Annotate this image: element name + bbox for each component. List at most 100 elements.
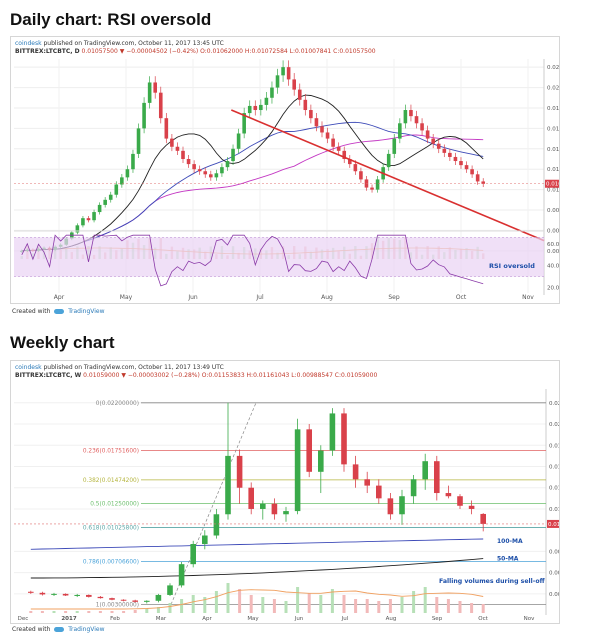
tradingview-cloud-icon <box>54 309 65 314</box>
daily-candle-body <box>353 164 358 172</box>
weekly-chart-svg[interactable]: 0.02200000 0.02000000 0.01800000 0.01600000… <box>11 361 559 623</box>
daily-candle-body <box>475 174 480 182</box>
weekly-price-tick: 0.01600000 <box>549 464 559 470</box>
daily-candle-body <box>297 89 302 100</box>
daily-price-tick: 0.00800000 <box>547 208 559 214</box>
weekly-volume-bar <box>110 611 114 613</box>
falling-volumes-annotation: Falling volumes during sell-off <box>439 578 546 585</box>
weekly-tradingview-link[interactable]: TradingView <box>68 626 105 633</box>
daily-candle-body <box>131 153 135 170</box>
weekly-volume-bar <box>284 601 288 613</box>
weekly-candle-body <box>329 413 336 451</box>
weekly-candle-body <box>341 413 347 465</box>
weekly-volume-bar <box>296 587 300 613</box>
fib-level-label: 0.236(0.01751600) <box>83 448 139 454</box>
daily-candle-body <box>347 159 352 165</box>
weekly-volume-bar <box>400 597 404 613</box>
weekly-month-tick: Feb <box>110 616 120 622</box>
weekly-volume-bar <box>180 599 184 613</box>
ma-50-label: 50-MA <box>497 556 519 563</box>
daily-candle-body <box>309 110 313 119</box>
daily-candle-body <box>209 174 213 178</box>
weekly-candle-body <box>410 479 417 497</box>
coindesk-link[interactable]: coindesk <box>15 364 42 371</box>
weekly-volume-bar <box>458 601 462 613</box>
daily-price-tick: 0.01200000 <box>547 167 559 173</box>
daily-candle-body <box>136 128 141 154</box>
tradingview-cloud-icon <box>54 627 65 632</box>
daily-candle-body <box>236 133 241 149</box>
daily-price-tick: 0.02200000 <box>547 65 559 71</box>
weekly-current-price-label: 0.01059000 <box>548 522 559 528</box>
weekly-candle-body <box>213 514 220 536</box>
weekly-volume-bar <box>481 604 485 613</box>
daily-candle-body <box>336 146 341 151</box>
daily-price-tick: 0.01600000 <box>547 126 559 132</box>
weekly-volume-bar <box>87 611 91 613</box>
daily-ma-50 <box>21 94 484 252</box>
daily-candle-body <box>103 199 107 205</box>
daily-candle-body <box>242 113 246 134</box>
weekly-volume-bar <box>98 611 102 613</box>
daily-chart-svg[interactable]: 0.02200000 0.02000000 0.01800000 0.01600000… <box>11 37 559 303</box>
weekly-volume-bar <box>64 611 68 613</box>
daily-candle-body <box>75 225 80 233</box>
weekly-candle-body <box>167 585 173 595</box>
daily-candle-body <box>170 138 174 147</box>
weekly-volume-bar <box>214 591 218 613</box>
weekly-candle-body <box>62 593 69 596</box>
daily-candle-body <box>120 177 124 185</box>
weekly-volume-bar <box>377 601 381 613</box>
weekly-volume-bar <box>191 595 195 613</box>
daily-price-tick: 0.01800000 <box>547 106 559 112</box>
daily-candle-body <box>203 171 208 175</box>
weekly-volume-bar <box>354 599 358 613</box>
weekly-volume-bar <box>412 591 416 613</box>
daily-candle-body <box>275 75 280 88</box>
daily-candle-body <box>314 118 319 127</box>
weekly-candle-body <box>144 600 150 602</box>
weekly-candle-body <box>387 498 394 515</box>
daily-candle-body <box>164 118 169 139</box>
daily-candle-body <box>414 116 419 124</box>
daily-candle-body <box>158 92 163 119</box>
coindesk-link[interactable]: coindesk <box>15 40 42 47</box>
daily-month-tick: May <box>120 294 133 301</box>
daily-candle-body <box>264 97 269 105</box>
daily-candle-body <box>142 102 146 129</box>
weekly-current-price-tag <box>547 519 559 528</box>
daily-candle-body <box>81 218 85 226</box>
daily-candle-body <box>175 146 180 151</box>
daily-symbol: BITTREX:LTCBTC, D <box>15 48 80 55</box>
weekly-volume-bar <box>133 610 137 613</box>
weekly-price-tick: 0.02000000 <box>549 422 559 428</box>
weekly-candle-body <box>457 496 463 506</box>
weekly-candle-body <box>364 479 370 486</box>
daily-price-tick: 0.01000000 <box>547 188 559 194</box>
weekly-candle-body <box>28 591 34 593</box>
weekly-candle-body <box>468 505 475 509</box>
daily-candle-body <box>286 67 291 80</box>
weekly-candle-body <box>202 535 208 544</box>
weekly-volume-ma <box>30 589 484 610</box>
daily-price-tick: 0.00600000 <box>547 228 559 234</box>
daily-candle-body <box>114 184 119 195</box>
weekly-volume-bar <box>446 599 450 613</box>
daily-chart-panel[interactable]: coindesk published on TradingView.com, O… <box>10 36 560 304</box>
weekly-candle-body <box>376 485 382 499</box>
weekly-month-tick: Jul <box>341 616 349 622</box>
weekly-price-tick: 0.00800000 <box>549 549 559 555</box>
weekly-volume-bar <box>307 593 311 613</box>
daily-candle-body <box>386 153 391 168</box>
weekly-volume-bar <box>145 609 149 613</box>
daily-candle-body <box>303 99 308 111</box>
daily-tradingview-link[interactable]: TradingView <box>68 308 105 315</box>
weekly-candle-body <box>155 594 162 601</box>
weekly-candle-body <box>120 599 127 601</box>
weekly-month-tick: May <box>247 616 259 622</box>
weekly-chart-panel[interactable]: coindesk published on TradingView.com, O… <box>10 360 560 624</box>
weekly-volume-bar <box>330 589 334 613</box>
weekly-volume-bar <box>156 607 160 613</box>
weekly-candle-body <box>434 461 440 494</box>
rsi-band <box>14 237 544 277</box>
